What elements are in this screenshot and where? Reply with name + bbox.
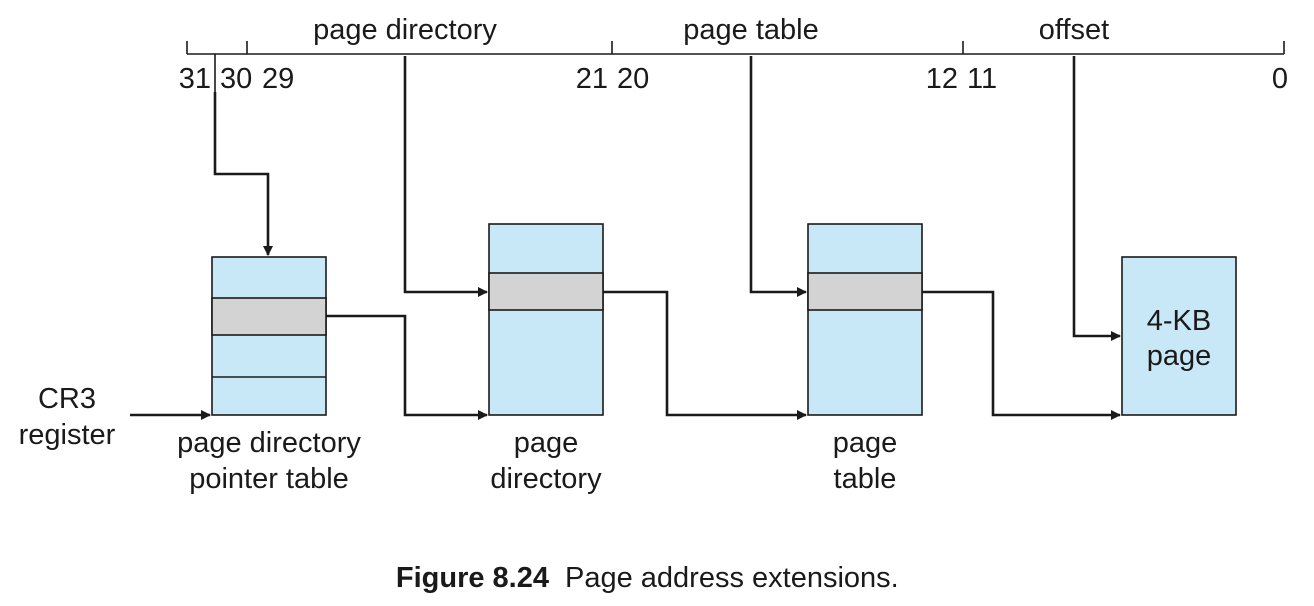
field-label-page-directory: page directory xyxy=(313,14,497,46)
pt-label-line2: table xyxy=(834,463,897,495)
arrow-bits-31-30-to-pdpt xyxy=(213,92,273,256)
page-directory-pointer-table xyxy=(211,256,327,416)
bit-0: 0 xyxy=(1272,63,1288,95)
page-table-table xyxy=(807,223,923,416)
page-box xyxy=(1121,256,1237,416)
pdpt-label-line2: pointer table xyxy=(189,463,349,495)
pd-label-line1: page xyxy=(514,427,579,459)
caption-number: Figure 8.24 xyxy=(396,562,549,594)
bit-30: 30 xyxy=(220,63,252,95)
page-box-label-line2: page xyxy=(1147,340,1212,372)
pd-selected-entry xyxy=(488,272,604,311)
pd-label-line2: directory xyxy=(490,463,602,495)
page-box-label-line1: 4-KB xyxy=(1147,305,1211,337)
arrow-pd-field-to-pd-entry xyxy=(403,56,488,297)
cr3-label-line1: CR3 xyxy=(38,383,96,415)
bit-21: 21 xyxy=(576,63,608,95)
arrow-pt-field-to-pt-entry xyxy=(749,56,807,297)
pdpt-label-line1: page directory xyxy=(177,427,361,459)
bit-20: 20 xyxy=(617,63,649,95)
bit-29: 29 xyxy=(262,63,294,95)
arrow-offset-to-page xyxy=(1072,56,1121,341)
pt-label-line1: page xyxy=(833,427,898,459)
field-label-offset: offset xyxy=(1039,14,1109,46)
arrow-pt-to-page xyxy=(922,290,1121,420)
bit-31: 31 xyxy=(179,63,211,95)
pt-selected-entry xyxy=(807,272,923,311)
bit-11: 11 xyxy=(967,63,997,95)
pdpt-selected-entry xyxy=(211,297,327,336)
pd-box xyxy=(488,223,604,416)
field-label-page-table: page table xyxy=(683,14,818,46)
four-kb-page: 4-KB page xyxy=(1121,256,1237,416)
address-bar xyxy=(186,41,1285,92)
page-directory-table xyxy=(488,223,604,416)
arrow-pd-to-pt xyxy=(603,290,807,420)
pdpt-box xyxy=(211,256,327,416)
caption-title: Page address extensions. xyxy=(565,562,899,594)
bit-12: 12 xyxy=(926,63,958,95)
arrow-pdpt-to-pd xyxy=(326,314,488,420)
pt-box xyxy=(807,223,923,416)
cr3-label-line2: register xyxy=(19,419,116,451)
